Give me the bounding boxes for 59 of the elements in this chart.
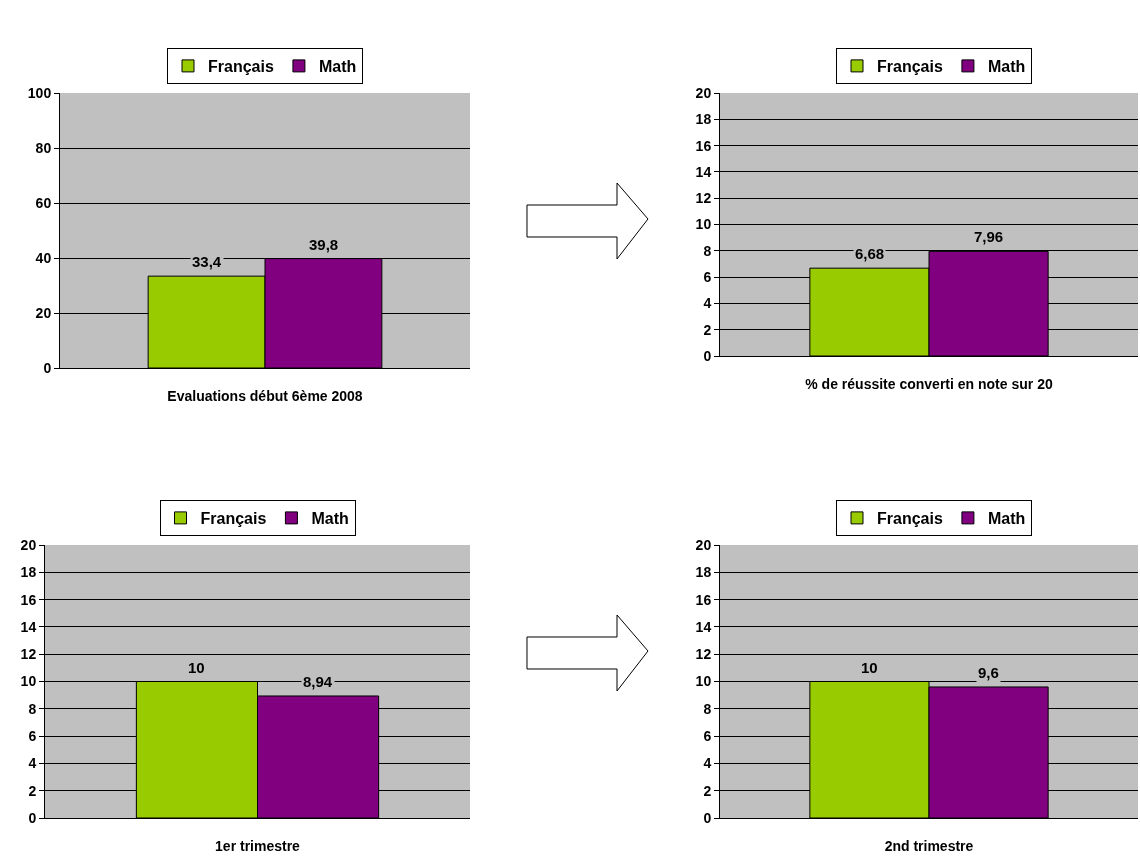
legend-label: Math	[318, 58, 357, 76]
y-tick-label: 20	[35, 304, 52, 321]
x-axis-title: % de réussite converti en note sur 20	[805, 376, 1053, 393]
y-tick-label: 8	[28, 700, 37, 717]
data-label: 33,4	[192, 253, 222, 270]
y-tick-label: 0	[703, 347, 712, 364]
legend-label: Math	[987, 58, 1026, 76]
y-tick-label: 12	[695, 646, 712, 663]
y-tick-label: 6	[703, 269, 712, 285]
y-tick-label: 18	[695, 111, 712, 128]
data-label: 39,8	[309, 236, 339, 253]
y-tick-label: 12	[20, 646, 37, 663]
y-tick-label: 16	[695, 137, 712, 154]
y-tick-label: 6	[703, 728, 712, 744]
y-tick-label: 60	[35, 194, 52, 211]
y-tick-label: 2	[28, 782, 37, 799]
y-tick-label: 6	[28, 728, 37, 744]
y-tick-label: 80	[35, 139, 52, 156]
data-label: 10	[861, 659, 878, 676]
legend-label: Français	[877, 58, 943, 76]
data-label: 8,94	[303, 673, 333, 690]
x-axis-title: Evaluations début 6ème 2008	[167, 388, 363, 405]
y-tick-label: 2	[703, 321, 712, 338]
y-tick-label: 12	[695, 190, 712, 207]
data-label: 9,6	[978, 664, 999, 681]
y-tick-label: 0	[703, 809, 712, 826]
legend-label: Math	[987, 510, 1026, 528]
y-tick-label: 4	[28, 755, 37, 772]
y-tick-label: 8	[703, 242, 712, 259]
y-tick-label: 8	[703, 700, 712, 717]
data-label: 10	[188, 659, 205, 676]
y-tick-label: 4	[703, 755, 712, 772]
y-tick-label: 14	[20, 618, 37, 635]
y-tick-label: 10	[20, 673, 37, 690]
y-tick-label: 20	[695, 84, 712, 101]
y-tick-label: 14	[695, 618, 712, 635]
legend-label: Math	[311, 510, 349, 528]
y-tick-label: 10	[695, 216, 712, 233]
y-tick-label: 0	[28, 809, 37, 826]
y-tick-label: 20	[695, 536, 712, 553]
y-tick-label: 18	[20, 564, 37, 581]
y-tick-label: 16	[695, 591, 712, 608]
y-tick-label: 16	[20, 591, 37, 608]
y-tick-label: 20	[20, 536, 37, 553]
y-tick-label: 4	[703, 295, 712, 312]
legend-label: Français	[877, 510, 943, 528]
data-label: 6,68	[855, 245, 885, 262]
y-tick-label: 14	[695, 163, 712, 180]
y-tick-label: 10	[695, 673, 712, 690]
x-axis-title: 2nd trimestre	[884, 838, 974, 855]
y-tick-label: 2	[703, 782, 712, 799]
y-tick-label: 18	[695, 564, 712, 581]
x-axis-title: 1er trimestre	[215, 838, 301, 855]
data-label: 7,96	[974, 228, 1004, 245]
y-tick-label: 100	[27, 84, 52, 101]
y-tick-label: 40	[35, 249, 52, 266]
legend-label: Français	[208, 58, 274, 76]
y-tick-label: 0	[43, 359, 52, 376]
legend-label: Français	[200, 510, 267, 528]
